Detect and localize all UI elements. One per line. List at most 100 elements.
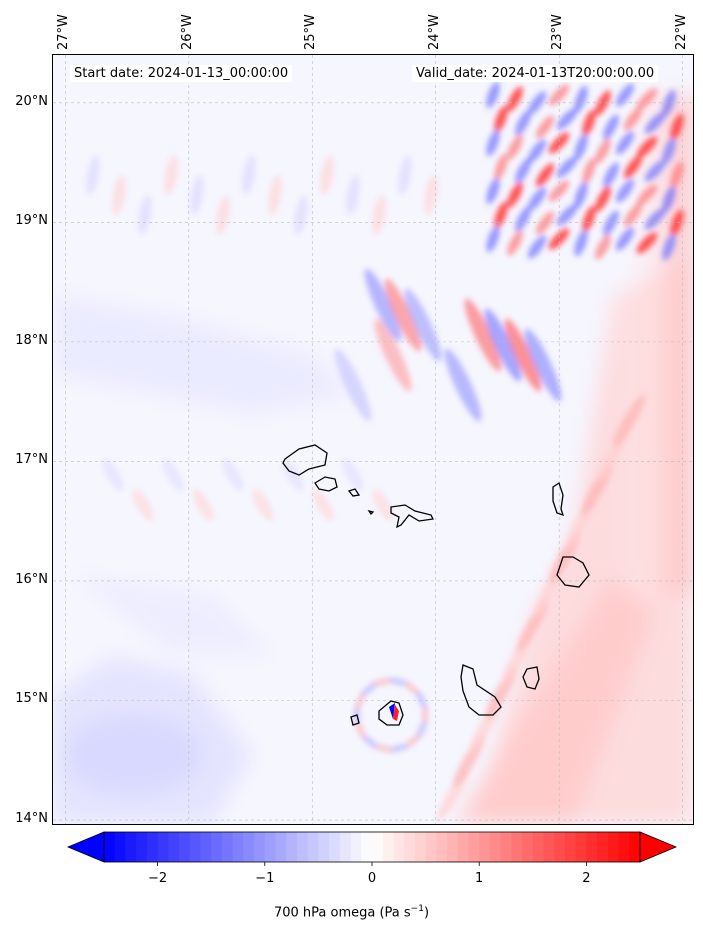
omega-anomaly (404, 288, 442, 362)
omega-anomaly (320, 155, 334, 195)
omega-anomaly (662, 233, 676, 261)
colorbar-cell (339, 832, 352, 862)
colorbar-cell (114, 832, 126, 862)
omega-anomaly (644, 208, 666, 230)
omega-anomaly (574, 85, 588, 113)
omega-anomaly (486, 225, 500, 253)
omega-anomaly (102, 459, 124, 491)
omega-anomaly (374, 318, 412, 392)
omega-anomaly (556, 156, 578, 178)
colorbar-cell (425, 832, 437, 862)
omega-anomaly (636, 136, 658, 158)
colorbar-cell (468, 832, 480, 862)
island-maio (522, 666, 540, 690)
colorbar-cell (350, 832, 362, 862)
omega-anomaly (334, 348, 372, 422)
island-santiago (460, 664, 502, 716)
omega-anomaly (464, 298, 502, 372)
colorbar-cell (146, 832, 159, 862)
omega-anomaly (404, 734, 421, 749)
colorbar-cell (597, 832, 609, 862)
colorbar-cell (564, 832, 577, 862)
omega-anomaly (515, 158, 531, 184)
colorbar-cell (286, 832, 298, 862)
latitude-label: 19°N (15, 213, 48, 229)
omega-anomaly (507, 182, 523, 208)
omega-anomaly (613, 394, 645, 448)
colorbar-cell (168, 832, 180, 862)
omega-anomaly (527, 235, 547, 259)
omega-anomaly (355, 720, 366, 739)
colorbar-cell (329, 832, 341, 862)
colorbar-cell (232, 832, 244, 862)
omega-anomaly (556, 204, 578, 226)
colorbar (66, 831, 678, 866)
omega-anomaly (372, 489, 394, 521)
omega-anomaly (282, 459, 304, 491)
omega-anomaly (346, 175, 360, 215)
omega-anomaly (138, 195, 152, 235)
omega-anomaly (373, 678, 394, 686)
omega-anomaly (636, 232, 658, 254)
omega-anomaly (424, 175, 438, 215)
colorbar-cell (104, 832, 116, 862)
broad-field-layer (53, 55, 693, 824)
colorbar-cell (136, 832, 148, 862)
omega-anomaly (670, 161, 684, 189)
start-date-label: Start date: 2024-01-13_00:00:00 (70, 65, 293, 82)
colorbar-cell (404, 832, 416, 862)
omega-anomaly (595, 138, 611, 164)
omega-anomaly (112, 175, 126, 215)
omega-anomaly (582, 157, 596, 185)
colorbar-cell (618, 832, 630, 862)
omega-anomaly (574, 229, 588, 257)
omega-anomaly (268, 175, 282, 215)
colorbar-cell (264, 832, 277, 862)
omega-anomaly (615, 179, 635, 203)
omega-anomaly (595, 186, 611, 212)
fogo-updraft-core (389, 703, 395, 719)
colorbar-cell (361, 832, 373, 862)
omega-anomaly (603, 210, 619, 236)
colorbar-cell (382, 832, 394, 862)
omega-anomaly (404, 681, 421, 696)
colorbar-cell (275, 832, 287, 862)
omega-anomaly (132, 489, 154, 521)
omega-anomaly (535, 115, 555, 139)
omega-anomaly (548, 180, 570, 202)
omega-anomaly (527, 91, 547, 115)
omega-anomaly (662, 137, 676, 165)
colorbar-min-extend (66, 831, 105, 863)
colorbar-cell (157, 832, 169, 862)
omega-anomaly (494, 153, 508, 181)
omega-anomaly (416, 720, 427, 739)
colorbar-cell (629, 832, 641, 862)
omega-anomaly (515, 206, 531, 232)
omega-anomaly (312, 489, 334, 521)
longitude-label: 23°W (550, 14, 566, 50)
island-boa-vista (556, 556, 590, 588)
omega-anomaly (535, 211, 555, 235)
omega-anomaly (527, 139, 547, 163)
omega-anomaly (582, 205, 596, 233)
omega-anomaly (644, 112, 666, 134)
colorbar-cell (607, 832, 620, 862)
island-sal (552, 481, 565, 517)
omega-anomaly (548, 84, 570, 106)
omega-anomaly (444, 348, 482, 422)
colorbar-cell (575, 832, 587, 862)
omega-anomaly (398, 155, 412, 195)
omega-anomaly (595, 90, 611, 116)
colorbar-cell (243, 832, 255, 862)
islet-santa-luzia (347, 488, 361, 497)
omega-anomaly (242, 155, 256, 195)
colorbar-cell (179, 832, 191, 862)
omega-anomaly (422, 705, 428, 725)
colorbar-cell (447, 832, 459, 862)
omega-anomaly (384, 278, 422, 352)
omega-anomaly (373, 744, 394, 752)
latitude-label: 15°N (15, 691, 48, 707)
omega-anomaly (623, 107, 643, 131)
island-sao-vicente (314, 476, 338, 492)
longitude-label: 25°W (303, 14, 319, 50)
